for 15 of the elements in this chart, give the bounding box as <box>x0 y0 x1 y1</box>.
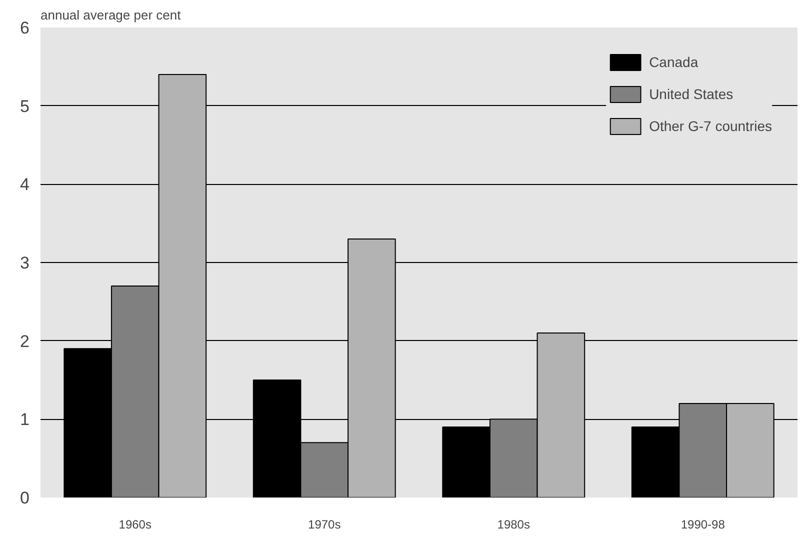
y-tick-label: 4 <box>20 175 30 194</box>
x-tick-label: 1980s <box>497 518 530 532</box>
legend-label: Canada <box>649 54 698 70</box>
legend-label: United States <box>649 86 734 102</box>
y-tick-label: 2 <box>20 332 30 351</box>
y-tick-label: 6 <box>20 18 30 38</box>
x-tick-label: 1990-98 <box>680 518 726 532</box>
x-tick-label: 1970s <box>308 518 341 532</box>
y-tick-label: 1 <box>20 410 30 430</box>
y-tick-label: 3 <box>20 254 30 272</box>
y-tick-label: 5 <box>20 96 30 116</box>
legend-label: Other G-7 countries <box>649 118 772 134</box>
y-axis-title: annual average per cent <box>40 8 182 22</box>
y-tick-label: 0 <box>20 488 30 508</box>
x-tick-label: 1960s <box>118 518 152 532</box>
